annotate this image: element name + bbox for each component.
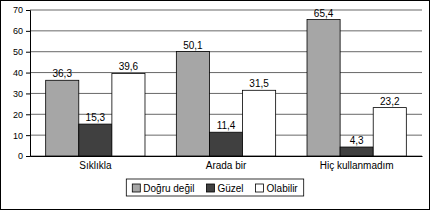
y-tick: 40 xyxy=(13,68,30,78)
y-tick: 30 xyxy=(13,89,30,99)
y-tick: 60 xyxy=(13,26,30,36)
y-tick-mark xyxy=(26,52,30,53)
legend-swatch xyxy=(256,184,264,192)
legend-item: Doğru değil xyxy=(132,183,194,194)
bar xyxy=(46,80,79,156)
x-tick: Sıklıkla xyxy=(79,156,112,171)
grid xyxy=(30,10,422,156)
y-tick-mark xyxy=(26,93,30,94)
bar xyxy=(209,132,242,156)
y-tick: 20 xyxy=(13,110,30,120)
x-tick: Arada bir xyxy=(206,156,247,171)
grid-line xyxy=(30,10,422,11)
bar xyxy=(79,124,112,156)
x-tick-label: Hiç kullanmadım xyxy=(320,160,394,171)
data-label: 36,3 xyxy=(52,68,72,79)
data-labels: 36,3 50,1 65,4 15,3 11,4 4,3 39,6 31,5 23,2 xyxy=(52,8,399,146)
y-tick: 10 xyxy=(13,131,30,141)
y-tick: 50 xyxy=(13,47,30,57)
data-label: 31,5 xyxy=(249,78,269,89)
legend: Doğru değil Güzel Olabilir xyxy=(126,179,303,196)
legend-label: Doğru değil xyxy=(143,183,194,194)
grid-line xyxy=(30,51,422,52)
x-axis-line xyxy=(31,156,423,157)
legend-frame xyxy=(126,179,303,196)
y-tick-label: 30 xyxy=(13,89,23,99)
bar xyxy=(176,52,209,156)
y-tick-mark xyxy=(26,114,30,115)
grid-line xyxy=(30,30,422,31)
data-label: 50,1 xyxy=(183,40,203,51)
legend-swatch xyxy=(206,184,214,192)
plot: 36,3 50,1 65,4 15,3 11,4 4,3 39,6 31,5 23,2 0 10 20… xyxy=(13,5,423,171)
x-axis: Sıklıkla Arada bir Hiç kullanmadım xyxy=(31,156,423,171)
legend-label: Olabilir xyxy=(267,183,299,194)
bar xyxy=(307,20,340,156)
x-tick: Hiç kullanmadım xyxy=(320,156,394,171)
legend-swatch xyxy=(132,184,140,192)
chart-frame xyxy=(1,1,430,210)
y-tick: 0 xyxy=(18,151,30,161)
y-tick-label: 70 xyxy=(13,5,23,15)
y-axis-line xyxy=(26,11,31,157)
y-tick-label: 20 xyxy=(13,110,23,120)
y-tick: 70 xyxy=(13,5,30,15)
data-label: 11,4 xyxy=(217,120,236,131)
data-label: 15,3 xyxy=(86,112,106,123)
legend-item: Güzel xyxy=(206,183,243,194)
data-label: 39,6 xyxy=(119,61,139,72)
legend-item: Olabilir xyxy=(256,183,299,194)
grid-line xyxy=(30,93,422,94)
y-tick-label: 50 xyxy=(13,47,23,57)
data-label: 65,4 xyxy=(314,8,334,19)
y-tick-mark xyxy=(26,73,30,74)
y-tick-label: 0 xyxy=(18,151,23,161)
x-tick-label: Arada bir xyxy=(206,160,247,171)
y-tick-label: 10 xyxy=(13,131,23,141)
y-tick-mark xyxy=(26,31,30,32)
data-label: 4,3 xyxy=(350,135,364,146)
bar xyxy=(373,108,406,156)
bar xyxy=(112,73,145,156)
bars xyxy=(46,20,407,156)
bar xyxy=(340,147,373,156)
y-tick-mark xyxy=(26,135,30,136)
x-tick-label: Sıklıkla xyxy=(79,160,112,171)
grid-line xyxy=(30,72,422,73)
legend-label: Güzel xyxy=(217,183,243,194)
y-tick-label: 40 xyxy=(13,68,23,78)
data-label: 23,2 xyxy=(380,96,400,107)
chart: 36,3 50,1 65,4 15,3 11,4 4,3 39,6 31,5 23,2 0 10 20… xyxy=(0,0,430,210)
y-axis: 0 10 20 30 40 50 60 70 xyxy=(13,5,31,161)
y-tick-mark xyxy=(26,156,30,157)
bar xyxy=(243,90,276,156)
y-tick-mark xyxy=(26,10,30,11)
y-tick-label: 60 xyxy=(13,26,23,36)
